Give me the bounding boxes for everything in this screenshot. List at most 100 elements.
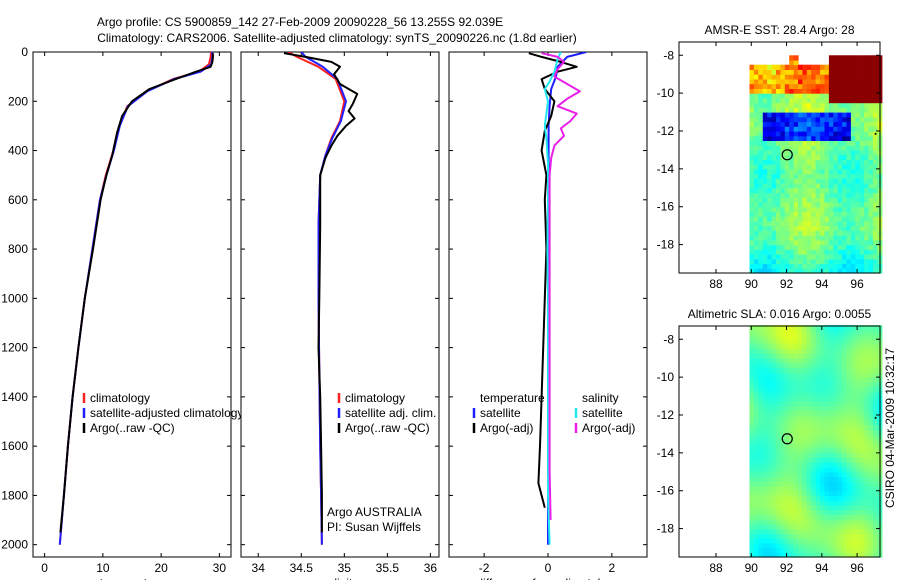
- heatmap-cell: [855, 263, 861, 269]
- heatmap-cell: [815, 211, 821, 217]
- heatmap-cell: [811, 230, 817, 236]
- heatmap-cell: [758, 372, 764, 378]
- heatmap-cell: [762, 159, 768, 165]
- heatmap-cell: [868, 107, 874, 113]
- heatmap-cell: [828, 159, 834, 165]
- heatmap-cell: [753, 519, 759, 525]
- heatmap-cell: [842, 206, 848, 212]
- heatmap-cell: [789, 183, 795, 189]
- heatmap-cell: [846, 131, 852, 137]
- heatmap-cell: [811, 348, 817, 354]
- heatmap-cell: [828, 405, 834, 411]
- heatmap-cell: [789, 424, 795, 430]
- heatmap-cell: [758, 405, 764, 411]
- heatmap-cell: [767, 244, 773, 250]
- heatmap-cell: [837, 254, 843, 260]
- heatmap-cell: [855, 452, 861, 459]
- heatmap-cell: [780, 467, 786, 473]
- heatmap-cell: [771, 490, 777, 496]
- x-tick-label: 88: [709, 277, 723, 291]
- heatmap-cell: [868, 145, 874, 151]
- heatmap-cell: [859, 202, 865, 208]
- heatmap-cell: [762, 69, 768, 75]
- heatmap-cell: [798, 523, 803, 530]
- heatmap-cell: [846, 254, 852, 260]
- heatmap-cell: [798, 528, 803, 534]
- heatmap-cell: [824, 235, 830, 241]
- heatmap-cell: [749, 471, 755, 478]
- heatmap-cell: [824, 220, 830, 227]
- heatmap-cell: [824, 164, 830, 170]
- heatmap-cell: [859, 69, 865, 75]
- heatmap-cell: [802, 154, 808, 160]
- heatmap-cell: [806, 509, 812, 515]
- heatmap-cell: [828, 140, 834, 146]
- heatmap-cell: [793, 178, 799, 184]
- heatmap-cell: [802, 528, 808, 534]
- heatmap-cell: [811, 93, 817, 99]
- heatmap-cell: [864, 140, 870, 146]
- heatmap-cell: [749, 329, 755, 336]
- heatmap-cell: [762, 140, 768, 146]
- heatmap-cell: [846, 135, 852, 141]
- heatmap-cell: [789, 263, 795, 269]
- heatmap-cell: [762, 187, 768, 194]
- heatmap-cell: [753, 220, 759, 227]
- heatmap-cell: [833, 490, 839, 496]
- heatmap-cell: [776, 542, 781, 549]
- heatmap-cell: [811, 121, 817, 127]
- heatmap-cell: [864, 60, 870, 66]
- heatmap-cell: [815, 173, 821, 179]
- heatmap-cell: [864, 149, 870, 156]
- heatmap-cell: [828, 339, 834, 345]
- heatmap-cell: [859, 481, 865, 487]
- heatmap-cell: [762, 419, 768, 425]
- heatmap-cell: [762, 509, 768, 515]
- heatmap-cell: [806, 107, 812, 113]
- heatmap-cell: [811, 533, 817, 539]
- heatmap-cell: [762, 386, 768, 392]
- heatmap-cell: [753, 107, 759, 113]
- heatmap-cell: [864, 112, 870, 118]
- heatmap-cell: [864, 83, 870, 89]
- heatmap-cell: [859, 519, 865, 525]
- heatmap-cell: [820, 206, 826, 212]
- heatmap-cell: [842, 192, 848, 198]
- heatmap-cell: [820, 372, 826, 378]
- heatmap-cell: [864, 348, 870, 354]
- heatmap-cell: [846, 168, 852, 175]
- heatmap-cell: [855, 55, 861, 61]
- heatmap-cell: [815, 97, 821, 104]
- heatmap-cell: [864, 211, 870, 217]
- heatmap-cell: [828, 481, 834, 487]
- heatmap-cell: [789, 419, 795, 425]
- heatmap-cell: [828, 206, 834, 212]
- heatmap-cell: [753, 258, 759, 265]
- heatmap-cell: [784, 102, 790, 108]
- heatmap-cell: [806, 481, 812, 487]
- heatmap-cell: [771, 140, 777, 146]
- heatmap-cell: [780, 405, 786, 411]
- heatmap-cell: [868, 88, 874, 94]
- heatmap-cell: [833, 457, 839, 463]
- heatmap-cell: [798, 419, 803, 425]
- heatmap-cell: [864, 107, 870, 113]
- heatmap-cell: [767, 121, 773, 127]
- heatmap-cell: [855, 542, 861, 549]
- heatmap-cell: [815, 415, 821, 421]
- heatmap-cell: [762, 400, 768, 407]
- heatmap-cell: [868, 239, 874, 246]
- heatmap-cell: [815, 329, 821, 336]
- heatmap-cell: [798, 367, 803, 373]
- heatmap-cell: [776, 344, 781, 350]
- heatmap-cell: [828, 220, 834, 227]
- heatmap-cell: [780, 486, 786, 492]
- heatmap-cell: [855, 490, 861, 496]
- heatmap-cell: [793, 107, 799, 113]
- heatmap-cell: [846, 523, 852, 530]
- heatmap-cell: [859, 415, 865, 421]
- heatmap-cell: [753, 344, 759, 350]
- heatmap-cell: [820, 443, 826, 449]
- heatmap-cell: [855, 429, 861, 435]
